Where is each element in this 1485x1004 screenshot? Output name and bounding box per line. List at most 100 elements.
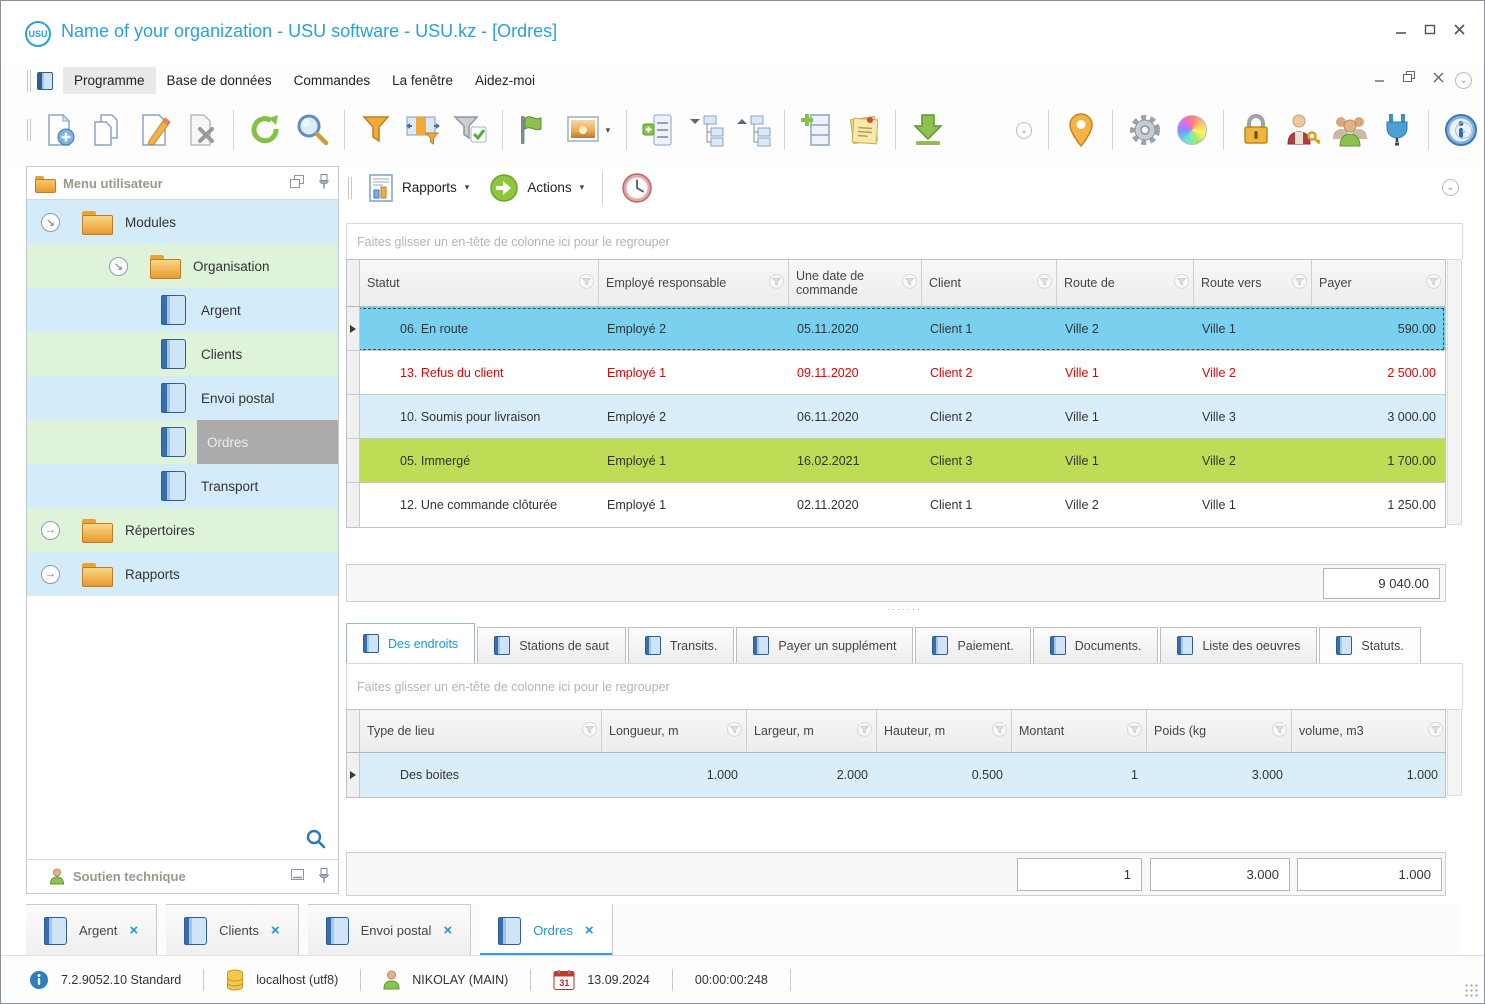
lock-button[interactable]	[1232, 105, 1279, 155]
filter-icon[interactable]	[1037, 274, 1052, 292]
menu-programme[interactable]: Programme	[63, 67, 156, 94]
tab-transits[interactable]: Transits.	[628, 627, 734, 663]
resize-grip[interactable]	[1464, 983, 1478, 997]
sidebar-float-icon[interactable]	[276, 175, 304, 191]
column-header-longueur[interactable]: Longueur, m	[602, 710, 747, 752]
window-tab-ordres[interactable]: Ordres ×	[480, 904, 613, 956]
column-header-route-de[interactable]: Route de	[1057, 260, 1194, 306]
group-by-bar[interactable]: Faites glisser un en-tête de colonne ici…	[346, 223, 1463, 259]
image-button[interactable]: ▾	[558, 105, 619, 155]
toolbar2-overflow-chevron-icon[interactable]: ⌄	[1455, 122, 1472, 139]
filter-icon[interactable]	[902, 274, 917, 292]
menu-commandes[interactable]: Commandes	[283, 67, 382, 94]
new-record-button[interactable]	[37, 105, 84, 155]
tree-item-clients[interactable]: Clients	[27, 332, 338, 376]
tree-item-repertoires[interactable]: → Répertoires	[27, 508, 338, 552]
close-tab-icon[interactable]: ×	[585, 922, 594, 939]
window-tab-clients[interactable]: Clients ×	[166, 904, 299, 956]
image-dropdown-caret-icon[interactable]: ▾	[606, 125, 611, 136]
minimize-button[interactable]	[1395, 23, 1408, 36]
mdi-restore-button[interactable]	[1403, 71, 1415, 86]
collapse-tree-button[interactable]	[682, 105, 729, 155]
support-panel-header[interactable]: Soutien technique	[27, 859, 338, 893]
filter-icon[interactable]	[1272, 722, 1287, 740]
tab-documents[interactable]: Documents.	[1033, 627, 1159, 663]
filter-icon[interactable]	[992, 722, 1007, 740]
edit-record-button[interactable]	[131, 105, 178, 155]
close-tab-icon[interactable]: ×	[271, 922, 280, 939]
actionbar-overflow-chevron-icon[interactable]: ⌄	[1442, 179, 1459, 196]
column-header-volume[interactable]: volume, m3	[1292, 710, 1447, 752]
orders-grid-scrollbar[interactable]	[1447, 259, 1462, 525]
menu-base-de-donnees[interactable]: Base de données	[156, 67, 283, 94]
menu-la-fenetre[interactable]: La fenêtre	[381, 67, 464, 94]
search-button[interactable]	[289, 105, 336, 155]
maximize-button[interactable]	[1424, 23, 1437, 36]
menu-aidez-moi[interactable]: Aidez-moi	[464, 67, 546, 94]
filter-icon[interactable]	[727, 722, 742, 740]
plugin-button[interactable]	[1373, 105, 1420, 155]
column-header-employe[interactable]: Employé responsable	[599, 260, 789, 306]
column-header-poids[interactable]: Poids (kg	[1147, 710, 1292, 752]
window-tab-argent[interactable]: Argent ×	[26, 904, 157, 956]
tab-paiement[interactable]: Paiement.	[915, 627, 1030, 663]
tab-statuts[interactable]: Statuts.	[1319, 627, 1420, 663]
support-minimize-icon[interactable]	[277, 869, 304, 884]
support-pin-icon[interactable]	[304, 868, 330, 886]
place-row[interactable]: Des boites 1.000 2.000 0.500 1 3.000 1.0…	[347, 753, 1445, 797]
places-grid-scrollbar[interactable]	[1447, 709, 1462, 796]
close-button[interactable]	[1453, 23, 1466, 36]
tree-item-rapports[interactable]: → Rapports	[27, 552, 338, 596]
filter-icon[interactable]	[769, 274, 784, 292]
filter-icon[interactable]	[1292, 274, 1307, 292]
menubar-overflow-chevron-icon[interactable]: ⌄	[1455, 72, 1472, 89]
app-menu-icon[interactable]	[37, 72, 53, 90]
delete-record-button[interactable]	[178, 105, 225, 155]
collapse-node-icon[interactable]: ↘	[109, 257, 128, 276]
collapse-node-icon[interactable]: ↘	[41, 213, 60, 232]
refresh-button[interactable]	[242, 105, 289, 155]
order-row[interactable]: 13. Refus du client Employé 1 09.11.2020…	[347, 351, 1445, 395]
users-group-button[interactable]	[1326, 105, 1373, 155]
column-header-hauteur[interactable]: Hauteur, m	[877, 710, 1012, 752]
column-header-montant[interactable]: Montant	[1012, 710, 1147, 752]
flag-button[interactable]	[511, 105, 558, 155]
tree-item-transport[interactable]: Transport	[27, 464, 338, 508]
order-row[interactable]: 06. En route Employé 2 05.11.2020 Client…	[347, 307, 1445, 351]
window-tab-envoi-postal[interactable]: Envoi postal ×	[308, 904, 472, 956]
expand-rows-button[interactable]	[635, 105, 682, 155]
mdi-close-button[interactable]	[1433, 71, 1444, 86]
tab-des-endroits[interactable]: Des endroits	[346, 623, 475, 663]
filter-icon[interactable]	[1428, 722, 1443, 740]
tree-item-envoi-postal[interactable]: Envoi postal	[27, 376, 338, 420]
sidebar-pin-icon[interactable]	[304, 174, 330, 192]
splitter-handle[interactable]: ·······	[887, 604, 922, 614]
tab-stations-de-saut[interactable]: Stations de saut	[477, 627, 626, 663]
user-access-button[interactable]	[1279, 105, 1326, 155]
close-tab-icon[interactable]: ×	[443, 922, 452, 939]
filter-icon[interactable]	[857, 722, 872, 740]
tree-item-argent[interactable]: Argent	[27, 288, 338, 332]
filter-icon[interactable]	[1426, 274, 1441, 292]
rapports-dropdown-button[interactable]: Rapports ▾	[358, 170, 479, 206]
column-header-route-vers[interactable]: Route vers	[1194, 260, 1312, 306]
expand-tree-button[interactable]	[729, 105, 776, 155]
mdi-minimize-button[interactable]	[1374, 71, 1385, 86]
detail-group-by-bar[interactable]: Faites glisser un en-tête de colonne ici…	[346, 663, 1463, 709]
filter-icon[interactable]	[579, 274, 594, 292]
color-theme-button[interactable]	[1168, 105, 1215, 155]
settings-gear-button[interactable]	[1121, 105, 1168, 155]
order-row[interactable]: 05. Immergé Employé 1 16.02.2021 Client …	[347, 439, 1445, 483]
toolbar-overflow-chevron-icon[interactable]: ⌄	[1016, 122, 1033, 139]
tree-item-ordres-selected[interactable]: Ordres	[27, 420, 338, 464]
expand-node-icon[interactable]: →	[41, 521, 60, 540]
column-header-largeur[interactable]: Largeur, m	[747, 710, 877, 752]
expand-node-icon[interactable]: →	[41, 565, 60, 584]
close-tab-icon[interactable]: ×	[129, 922, 138, 939]
filter-panel-button[interactable]	[400, 105, 447, 155]
sidebar-search-icon[interactable]	[306, 829, 326, 852]
actions-dropdown-button[interactable]: Actions ▾	[479, 169, 594, 207]
filter-icon[interactable]	[1127, 722, 1142, 740]
tab-payer-un-supplement[interactable]: Payer un supplément	[736, 627, 913, 663]
timer-clock-button[interactable]	[611, 168, 663, 208]
